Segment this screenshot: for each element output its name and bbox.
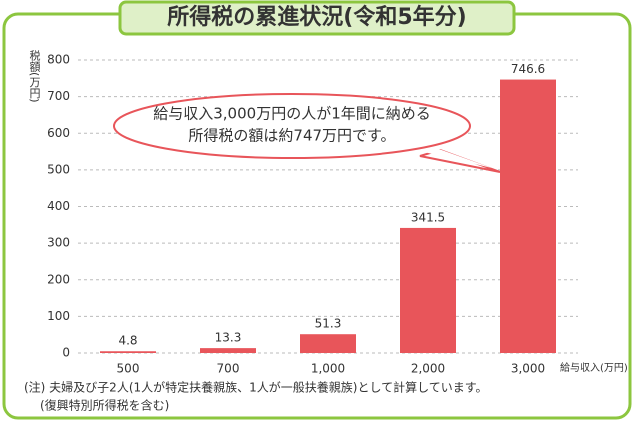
title-box [118, 0, 516, 36]
note: (復興特別所得税を含む) [40, 398, 169, 413]
chart-title: 所得税の累進状況(令和5年分) [167, 4, 466, 30]
y-tick-label: 300 [47, 236, 70, 250]
y-tick-label: 500 [47, 162, 70, 176]
annotation: 所得税の額は約747万円です。 [188, 127, 395, 145]
y-tick-label: 200 [47, 272, 70, 286]
bar [100, 351, 156, 353]
y-tick-label: 0 [62, 346, 70, 360]
data-label: 341.5 [411, 210, 445, 224]
callout-bubble [113, 93, 471, 159]
callout-tail-cover [424, 148, 492, 168]
y-tick-label: 100 [47, 309, 70, 323]
y-tick-label: 400 [47, 199, 70, 213]
y-axis-label: 税額(万円) [28, 49, 41, 103]
note: (注) 夫婦及び子2人(1人が特定扶養親族、1人が一般扶養親族)として計算してい… [24, 380, 488, 395]
y-tick-label: 700 [47, 89, 70, 103]
x-tick-label: 700 [217, 362, 240, 376]
data-label: 746.6 [511, 62, 545, 76]
bar [500, 79, 556, 354]
x-tick-label: 2,000 [411, 362, 445, 376]
bar [400, 227, 456, 353]
x-tick-label: 1,000 [311, 362, 345, 376]
x-tick-label: 500 [117, 362, 140, 376]
data-label: 13.3 [215, 331, 242, 345]
x-axis-label: 給与収入(万円) [560, 361, 628, 374]
bar [200, 348, 256, 353]
y-tick-label: 800 [47, 53, 70, 67]
y-tick-label: 600 [47, 126, 70, 140]
bar [300, 334, 356, 353]
x-tick-label: 3,000 [511, 362, 545, 376]
data-label: 4.8 [118, 334, 137, 348]
data-label: 51.3 [315, 317, 342, 331]
annotation: 給与収入3,000万円の人が1年間に納める [153, 105, 431, 123]
